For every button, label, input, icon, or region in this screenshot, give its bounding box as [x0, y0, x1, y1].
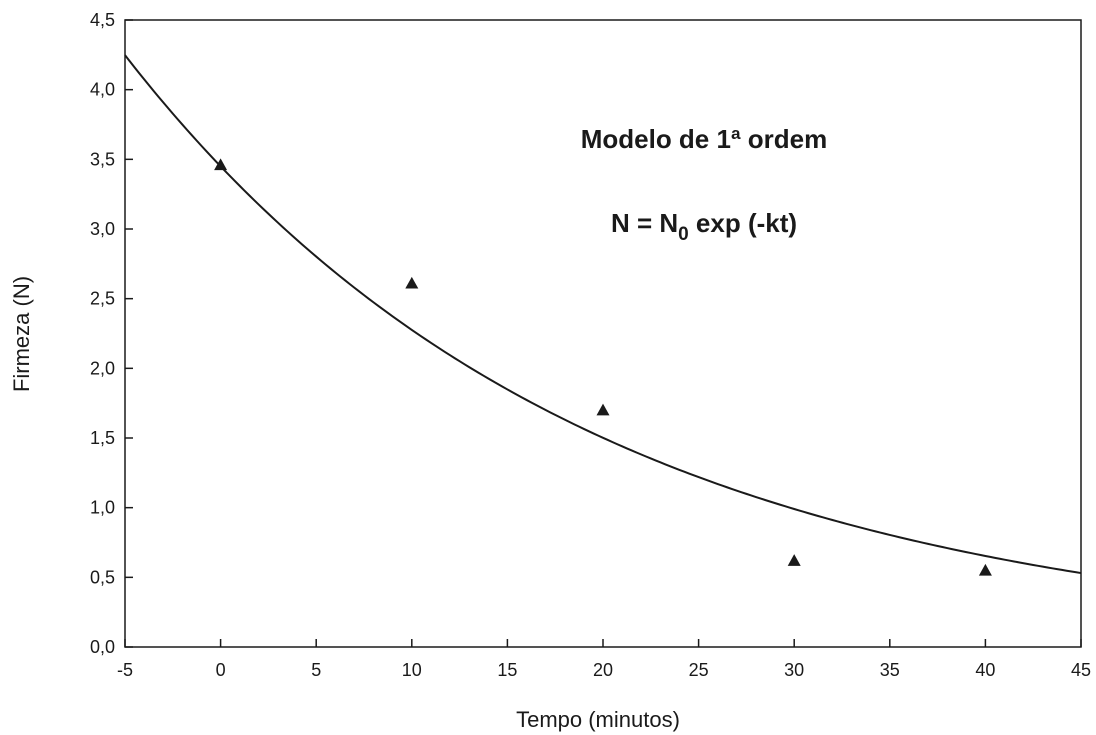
y-tick-label: 1,5	[90, 428, 115, 448]
x-axis-title: Tempo (minutos)	[516, 707, 680, 732]
x-tick-label: 40	[975, 660, 995, 680]
x-tick-label: 5	[311, 660, 321, 680]
plot-frame	[124, 19, 1082, 648]
x-tick-label: 20	[593, 660, 613, 680]
x-tick-label: 30	[784, 660, 804, 680]
y-tick-label: 3,5	[90, 149, 115, 169]
equation-suffix: exp (-kt)	[689, 208, 797, 238]
fit-curve	[124, 54, 1082, 575]
x-tick-label: 35	[880, 660, 900, 680]
x-axis-ticks: -5 0 5 10 15 20 25 30 35 40 45	[117, 639, 1091, 680]
x-tick-label: 45	[1071, 660, 1091, 680]
data-point	[787, 554, 801, 566]
x-tick-label: 10	[402, 660, 422, 680]
y-tick-label: 1,0	[90, 498, 115, 518]
annotation-equation: N = N0 exp (-kt)	[611, 208, 797, 245]
x-tick-label: 15	[497, 660, 517, 680]
data-point	[978, 563, 992, 576]
y-tick-label: 3,0	[90, 219, 115, 239]
y-axis-title: Firmeza (N)	[9, 276, 34, 392]
x-tick-label: 0	[216, 660, 226, 680]
x-tick-label: -5	[117, 660, 133, 680]
data-point	[405, 276, 419, 289]
y-tick-label: 4,5	[90, 10, 115, 30]
equation-subscript: 0	[678, 224, 689, 245]
y-tick-label: 4,0	[90, 80, 115, 100]
y-tick-label: 2,5	[90, 289, 115, 309]
x-tick-label: 25	[689, 660, 709, 680]
y-axis-ticks: 0,0 0,5 1,0 1,5 2,0 2,5 3,0 3,5 4,0 4,5	[90, 10, 133, 657]
y-tick-label: 0,5	[90, 567, 115, 587]
data-points	[214, 158, 992, 576]
y-tick-label: 2,0	[90, 358, 115, 378]
data-point	[214, 158, 228, 171]
data-point	[596, 403, 610, 416]
annotation-model-title: Modelo de 1ª ordem	[581, 124, 828, 154]
equation-prefix: N = N	[611, 208, 678, 238]
y-tick-label: 0,0	[90, 637, 115, 657]
